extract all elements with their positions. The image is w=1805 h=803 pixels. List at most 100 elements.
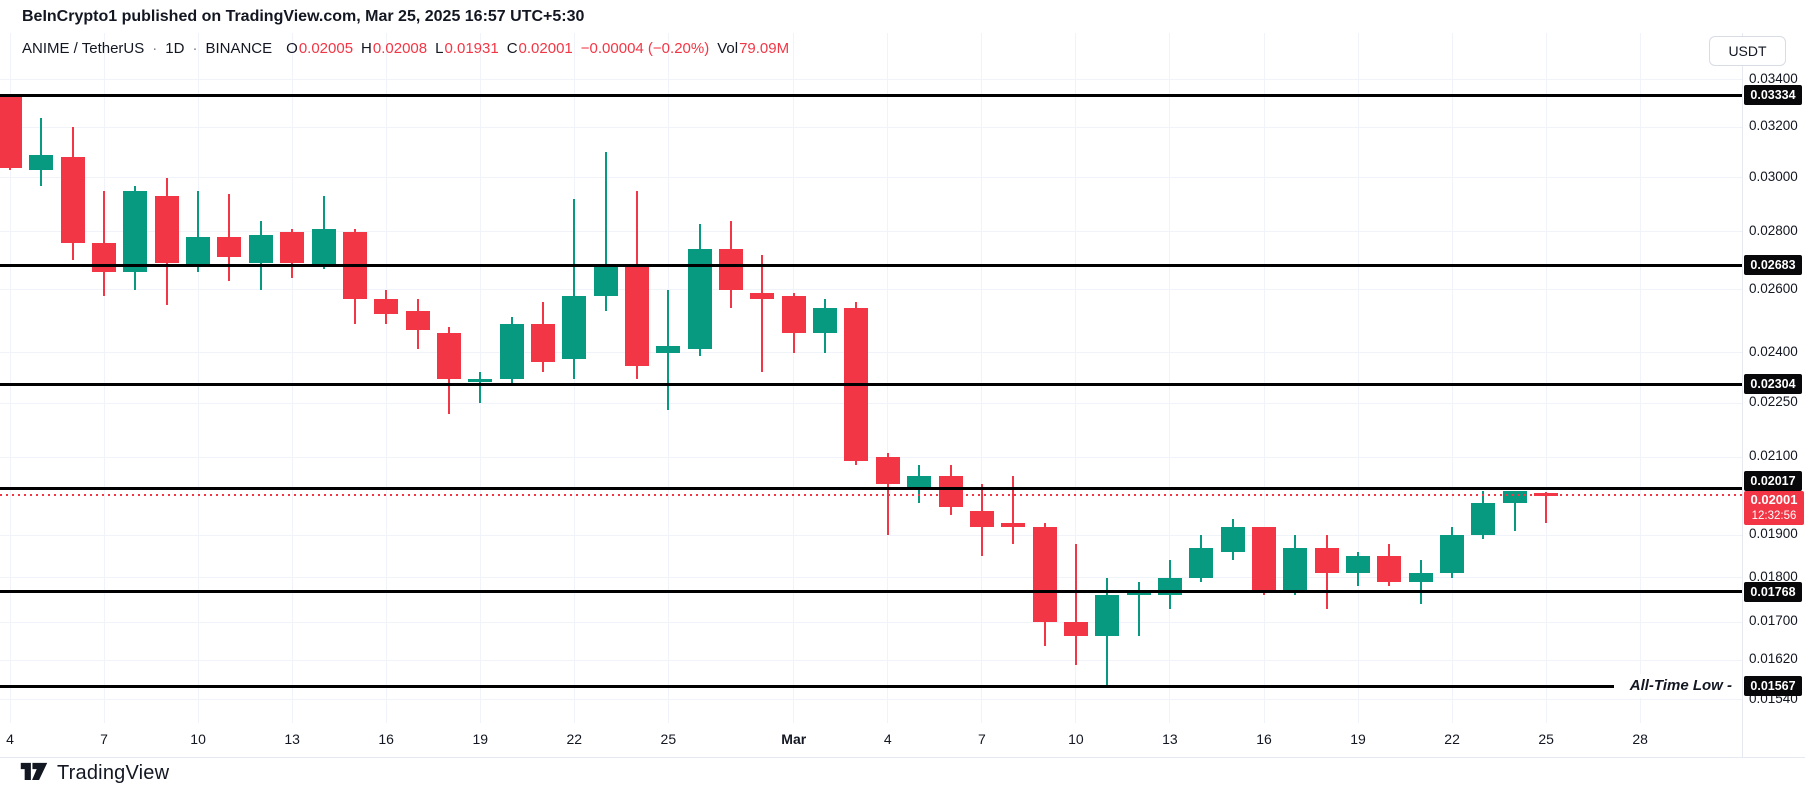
price-gridline xyxy=(0,577,1742,579)
time-tick-label: 16 xyxy=(1256,731,1272,747)
candle-body xyxy=(969,511,994,528)
candle-body xyxy=(92,243,117,272)
price-gridline xyxy=(0,231,1742,233)
time-gridline xyxy=(385,33,387,723)
time-tick-label: 25 xyxy=(1538,731,1554,747)
level-badge: 0.01567 xyxy=(1744,676,1802,697)
time-tick-label: 4 xyxy=(883,731,892,747)
price-tick-label: 0.03000 xyxy=(1749,168,1798,184)
candle-wick xyxy=(228,193,231,281)
plot-area[interactable]: All-Time Low - xyxy=(0,33,1742,723)
price-gridline xyxy=(0,79,1742,81)
candle-body xyxy=(60,157,85,244)
time-tick-label: 16 xyxy=(378,731,394,747)
candle-body xyxy=(154,196,179,264)
header: BeInCrypto1 published on TradingView.com… xyxy=(0,0,1805,33)
candle-body xyxy=(593,266,618,296)
candle-body xyxy=(625,266,649,366)
candle-body xyxy=(1314,547,1339,574)
time-tick-label: 22 xyxy=(566,731,583,747)
legend-exchange: BINANCE xyxy=(205,40,273,57)
level-line xyxy=(0,93,1742,97)
time-gridline xyxy=(1639,33,1641,723)
candle-body xyxy=(217,237,242,258)
time-gridline xyxy=(9,33,11,723)
candle-body xyxy=(1032,527,1057,623)
time-gridline xyxy=(1075,33,1077,723)
candle-body xyxy=(1063,622,1088,637)
level-line xyxy=(0,382,1742,386)
candle-body xyxy=(562,295,587,360)
time-gridline xyxy=(1169,33,1171,723)
legend: ANIME / TetherUS · 1D · BINANCE O 0.02005… xyxy=(22,40,789,57)
candle-body xyxy=(468,379,493,383)
candle-body xyxy=(499,323,524,380)
currency-toggle-button[interactable]: USDT xyxy=(1709,36,1786,66)
time-gridline xyxy=(1545,33,1547,723)
time-tick-label: 10 xyxy=(190,731,206,747)
time-tick-label: 4 xyxy=(6,731,14,747)
candle-body xyxy=(186,237,211,267)
legend-separator: · xyxy=(192,40,198,57)
candle-wick xyxy=(1074,543,1077,665)
candle-body xyxy=(1252,527,1276,591)
time-axis[interactable]: 4 7 10 13 16 19 22 25 Mar 4 7 10 13 16 19 22 25 28 xyxy=(0,723,1805,758)
price-tick-label: 0.02100 xyxy=(1749,448,1798,464)
candle-wick xyxy=(1545,492,1548,523)
legend-high: H 0.02008 xyxy=(361,40,427,57)
price-axis[interactable]: 0.03400 0.03200 0.03000 0.02800 0.02600 0.024… xyxy=(1742,33,1805,723)
price-tick-label: 0.03400 xyxy=(1749,70,1798,86)
time-gridline xyxy=(1451,33,1453,723)
candle-body xyxy=(938,475,963,508)
candle-body xyxy=(1440,535,1465,574)
candle-body xyxy=(813,308,838,334)
legend-low: L 0.01931 xyxy=(435,40,499,57)
candle-body xyxy=(374,298,399,315)
all-time-low-annotation: All-Time Low - xyxy=(1613,674,1742,699)
time-gridline xyxy=(291,33,293,723)
price-tick-label: 0.02800 xyxy=(1749,222,1798,238)
header-title: BeInCrypto1 published on TradingView.com… xyxy=(22,7,585,25)
time-gridline xyxy=(793,33,795,723)
candle-body xyxy=(1377,556,1402,583)
price-gridline xyxy=(0,621,1742,623)
price-gridline xyxy=(0,289,1742,291)
candle-body xyxy=(750,292,775,299)
candle-body xyxy=(280,231,305,264)
candle-wick xyxy=(479,372,482,404)
low-value: 0.01931 xyxy=(444,40,499,57)
price-tick-label: 0.02400 xyxy=(1749,343,1798,359)
level-badge: 0.02683 xyxy=(1744,255,1802,276)
time-tick-label: 13 xyxy=(284,731,300,747)
candle-body xyxy=(875,457,900,484)
legend-symbol[interactable]: ANIME / TetherUS xyxy=(22,40,145,57)
legend-separator: · xyxy=(152,40,158,57)
time-tick-label: 7 xyxy=(100,731,108,747)
candle-body xyxy=(248,234,273,264)
price-tick-label: 0.01800 xyxy=(1749,568,1798,584)
candle-wick xyxy=(604,152,607,312)
time-tick-label: 7 xyxy=(977,731,986,747)
level-badge: 0.03334 xyxy=(1744,85,1802,106)
high-label: H xyxy=(361,40,372,57)
legend-volume: Vol 79.09M xyxy=(717,40,789,57)
candle-wick xyxy=(1137,582,1140,637)
footer: TradingView xyxy=(20,761,169,785)
time-gridline xyxy=(887,33,889,723)
price-gridline xyxy=(0,699,1742,701)
time-tick-label: 22 xyxy=(1444,731,1460,747)
candle-body xyxy=(1346,556,1371,574)
low-label: L xyxy=(435,40,444,57)
level-line xyxy=(0,590,1742,594)
high-value: 0.02008 xyxy=(372,40,428,57)
open-value: 0.02005 xyxy=(298,40,354,57)
candle-body xyxy=(1001,523,1026,528)
time-tick-label: 19 xyxy=(1350,731,1366,747)
time-gridline xyxy=(981,33,983,723)
legend-change: −0.00004 (−0.20%) xyxy=(580,40,710,57)
time-tick-label: 13 xyxy=(1162,731,1178,747)
level-badge: 0.02017 xyxy=(1744,470,1802,491)
legend-timeframe[interactable]: 1D xyxy=(165,40,185,57)
open-label: O xyxy=(286,40,298,57)
